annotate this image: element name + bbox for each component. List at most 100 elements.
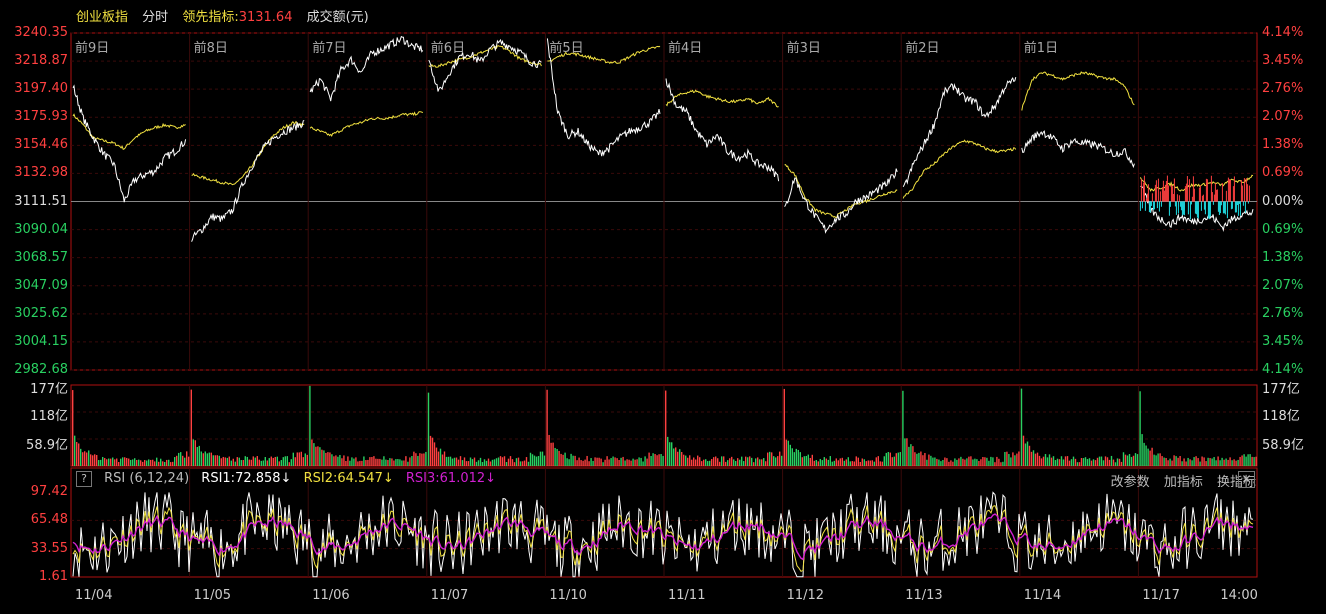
add-indicator-button[interactable]: 加指标 <box>1163 475 1203 490</box>
turnover-bar <box>200 451 202 466</box>
turnover-bar <box>592 460 594 466</box>
turnover-bar <box>499 456 502 466</box>
index-name[interactable]: 创业板指 <box>76 10 129 25</box>
turnover-bar <box>467 461 470 466</box>
turnover-bar <box>232 458 234 466</box>
turnover-bar <box>879 461 881 466</box>
turnover-bar <box>745 456 747 466</box>
price-tick-left: 3175.93 <box>14 109 68 125</box>
turnover-bar <box>120 458 122 466</box>
turnover-bar <box>1028 445 1031 466</box>
turnover-bar <box>240 460 242 466</box>
turnover-bar <box>313 443 315 466</box>
x-axis-label: 11/13 <box>905 588 943 603</box>
turnover-bar <box>759 459 761 466</box>
change-params-button[interactable]: 改参数 <box>1110 475 1150 490</box>
turnover-bar <box>960 456 962 466</box>
turnover-bar <box>1187 457 1189 466</box>
turnover-bar <box>533 455 536 466</box>
turnover-bar <box>904 438 906 466</box>
turnover-bar <box>385 459 387 466</box>
turnover-bar <box>697 455 699 466</box>
mode-label[interactable]: 分时 <box>142 10 169 25</box>
turnover-bar <box>136 459 138 466</box>
turnover-bar <box>871 460 873 466</box>
rsi-title[interactable]: RSI (6,12,24) <box>104 471 190 486</box>
turnover-bar <box>942 459 944 466</box>
turnover-bar <box>899 452 901 466</box>
leading-indicator-line <box>902 139 1017 199</box>
turnover-bar <box>723 456 725 466</box>
turnover-bar <box>805 455 807 466</box>
price-tick-left: 3111.51 <box>14 193 68 209</box>
turnover-bar <box>1199 461 1201 466</box>
turnover-bar <box>150 459 152 466</box>
turnover-bar <box>222 456 224 466</box>
turnover-bar <box>373 456 375 466</box>
turnover-bar <box>272 457 274 466</box>
turnover-bar <box>130 459 132 466</box>
turnover-bar <box>650 455 652 466</box>
turnover-bar <box>699 457 701 466</box>
price-line <box>546 38 661 157</box>
turnover-bar <box>693 457 695 466</box>
turnover-bar <box>325 452 327 466</box>
turnover-bar <box>1157 453 1159 466</box>
turnover-bar <box>264 457 266 466</box>
turnover-bar <box>1058 459 1061 466</box>
turnover-bar <box>757 457 759 466</box>
turnover-bar <box>489 461 492 466</box>
turnover-bar <box>258 459 260 466</box>
turnover-bar <box>610 458 612 466</box>
help-button[interactable]: ? <box>76 471 92 487</box>
turnover-bar <box>869 460 871 466</box>
turnover-bar <box>1225 458 1227 466</box>
turnover-bar <box>435 447 438 466</box>
turnover-bar <box>118 462 120 466</box>
turnover-bar <box>72 390 74 466</box>
turnover-bar <box>1253 457 1255 466</box>
turnover-bar <box>737 458 739 466</box>
turnover-bar <box>763 458 765 466</box>
leading-indicator-line <box>191 120 305 186</box>
turnover-bar <box>513 462 516 466</box>
turnover-bar <box>893 456 895 466</box>
turnover-bar <box>887 451 889 466</box>
turnover-bar <box>735 460 737 466</box>
turnover-bar <box>1247 454 1249 466</box>
turnover-bar <box>445 456 448 466</box>
turnover-bar <box>952 461 954 466</box>
turnover-bar <box>1052 456 1055 466</box>
turnover-bar <box>747 457 749 466</box>
turnover-bar <box>1221 457 1223 466</box>
turnover-bar <box>972 459 974 466</box>
turnover-bar <box>954 458 956 466</box>
turnover-bar <box>1237 459 1239 466</box>
turnover-bar <box>1193 457 1195 466</box>
close-icon[interactable]: ✕ <box>1238 471 1255 488</box>
turnover-bar <box>495 458 498 466</box>
turnover-bar <box>355 457 357 466</box>
turnover-bar <box>124 457 126 466</box>
turnover-bar <box>669 442 671 466</box>
turnover-bar <box>612 456 614 466</box>
turnover-bar <box>791 448 793 466</box>
turnover-bar <box>485 460 488 466</box>
turnover-bar <box>1249 454 1251 466</box>
turnover-bar <box>286 456 288 466</box>
turnover-bar <box>108 458 110 466</box>
turnover-bar <box>799 452 801 466</box>
percent-tick-right: 3.45% <box>1262 53 1304 69</box>
switch-indicator-button[interactable]: 换指标 <box>1216 475 1256 490</box>
turnover-bar <box>586 455 588 466</box>
turnover-bar <box>321 449 323 466</box>
turnover-bar <box>537 456 540 466</box>
turnover-bar <box>912 446 914 466</box>
turnover-bar <box>90 454 92 466</box>
turnover-bar <box>618 459 620 466</box>
turnover-bar <box>411 456 413 466</box>
turnover-bar <box>916 453 918 466</box>
turnover-bar <box>511 459 514 466</box>
turnover-bar <box>964 459 966 466</box>
